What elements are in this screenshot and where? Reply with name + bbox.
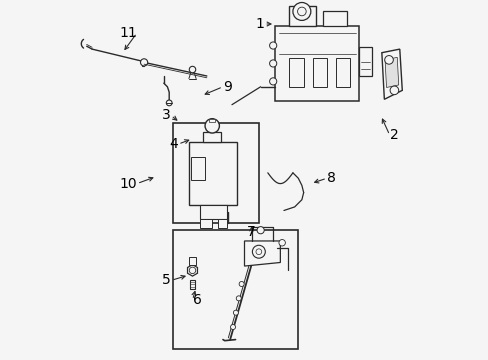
Bar bbox=[172, 230, 298, 348]
Bar bbox=[359, 47, 371, 76]
Circle shape bbox=[269, 78, 276, 85]
Bar bbox=[189, 280, 195, 289]
Circle shape bbox=[189, 66, 195, 73]
Polygon shape bbox=[244, 241, 280, 266]
Bar bbox=[323, 12, 346, 26]
Text: 4: 4 bbox=[169, 137, 178, 151]
Circle shape bbox=[389, 86, 398, 95]
Circle shape bbox=[257, 226, 264, 234]
Circle shape bbox=[204, 119, 219, 133]
Circle shape bbox=[239, 282, 244, 287]
Bar bbox=[199, 205, 226, 220]
Circle shape bbox=[230, 324, 235, 329]
Text: 2: 2 bbox=[389, 128, 398, 142]
Text: 11: 11 bbox=[119, 26, 137, 40]
Text: 6: 6 bbox=[192, 293, 201, 307]
Polygon shape bbox=[187, 265, 197, 276]
Circle shape bbox=[269, 60, 276, 67]
Circle shape bbox=[140, 59, 147, 66]
Circle shape bbox=[166, 100, 172, 106]
Circle shape bbox=[292, 3, 310, 21]
Text: 10: 10 bbox=[119, 177, 137, 190]
Bar bbox=[274, 26, 359, 101]
Circle shape bbox=[384, 55, 392, 64]
Bar bbox=[209, 120, 215, 122]
Circle shape bbox=[189, 267, 195, 274]
Polygon shape bbox=[381, 49, 402, 99]
Bar bbox=[189, 257, 195, 265]
Circle shape bbox=[269, 42, 276, 49]
Bar bbox=[199, 220, 212, 228]
Circle shape bbox=[255, 249, 261, 255]
Circle shape bbox=[278, 239, 285, 246]
Bar bbox=[188, 142, 237, 205]
Bar bbox=[312, 58, 326, 87]
Text: 7: 7 bbox=[247, 225, 256, 239]
Circle shape bbox=[233, 310, 238, 315]
Bar bbox=[289, 6, 316, 26]
Circle shape bbox=[236, 296, 241, 301]
Text: 3: 3 bbox=[162, 108, 171, 122]
Bar bbox=[190, 157, 204, 180]
Text: 1: 1 bbox=[255, 17, 264, 31]
Text: 8: 8 bbox=[326, 171, 335, 185]
Bar bbox=[172, 123, 258, 223]
Polygon shape bbox=[384, 57, 398, 87]
Bar bbox=[217, 220, 226, 228]
Circle shape bbox=[297, 7, 305, 16]
Text: 9: 9 bbox=[223, 80, 231, 94]
Bar bbox=[203, 132, 221, 142]
Circle shape bbox=[252, 245, 265, 258]
Text: 5: 5 bbox=[162, 273, 171, 287]
Bar bbox=[289, 58, 303, 87]
Bar bbox=[335, 58, 349, 87]
